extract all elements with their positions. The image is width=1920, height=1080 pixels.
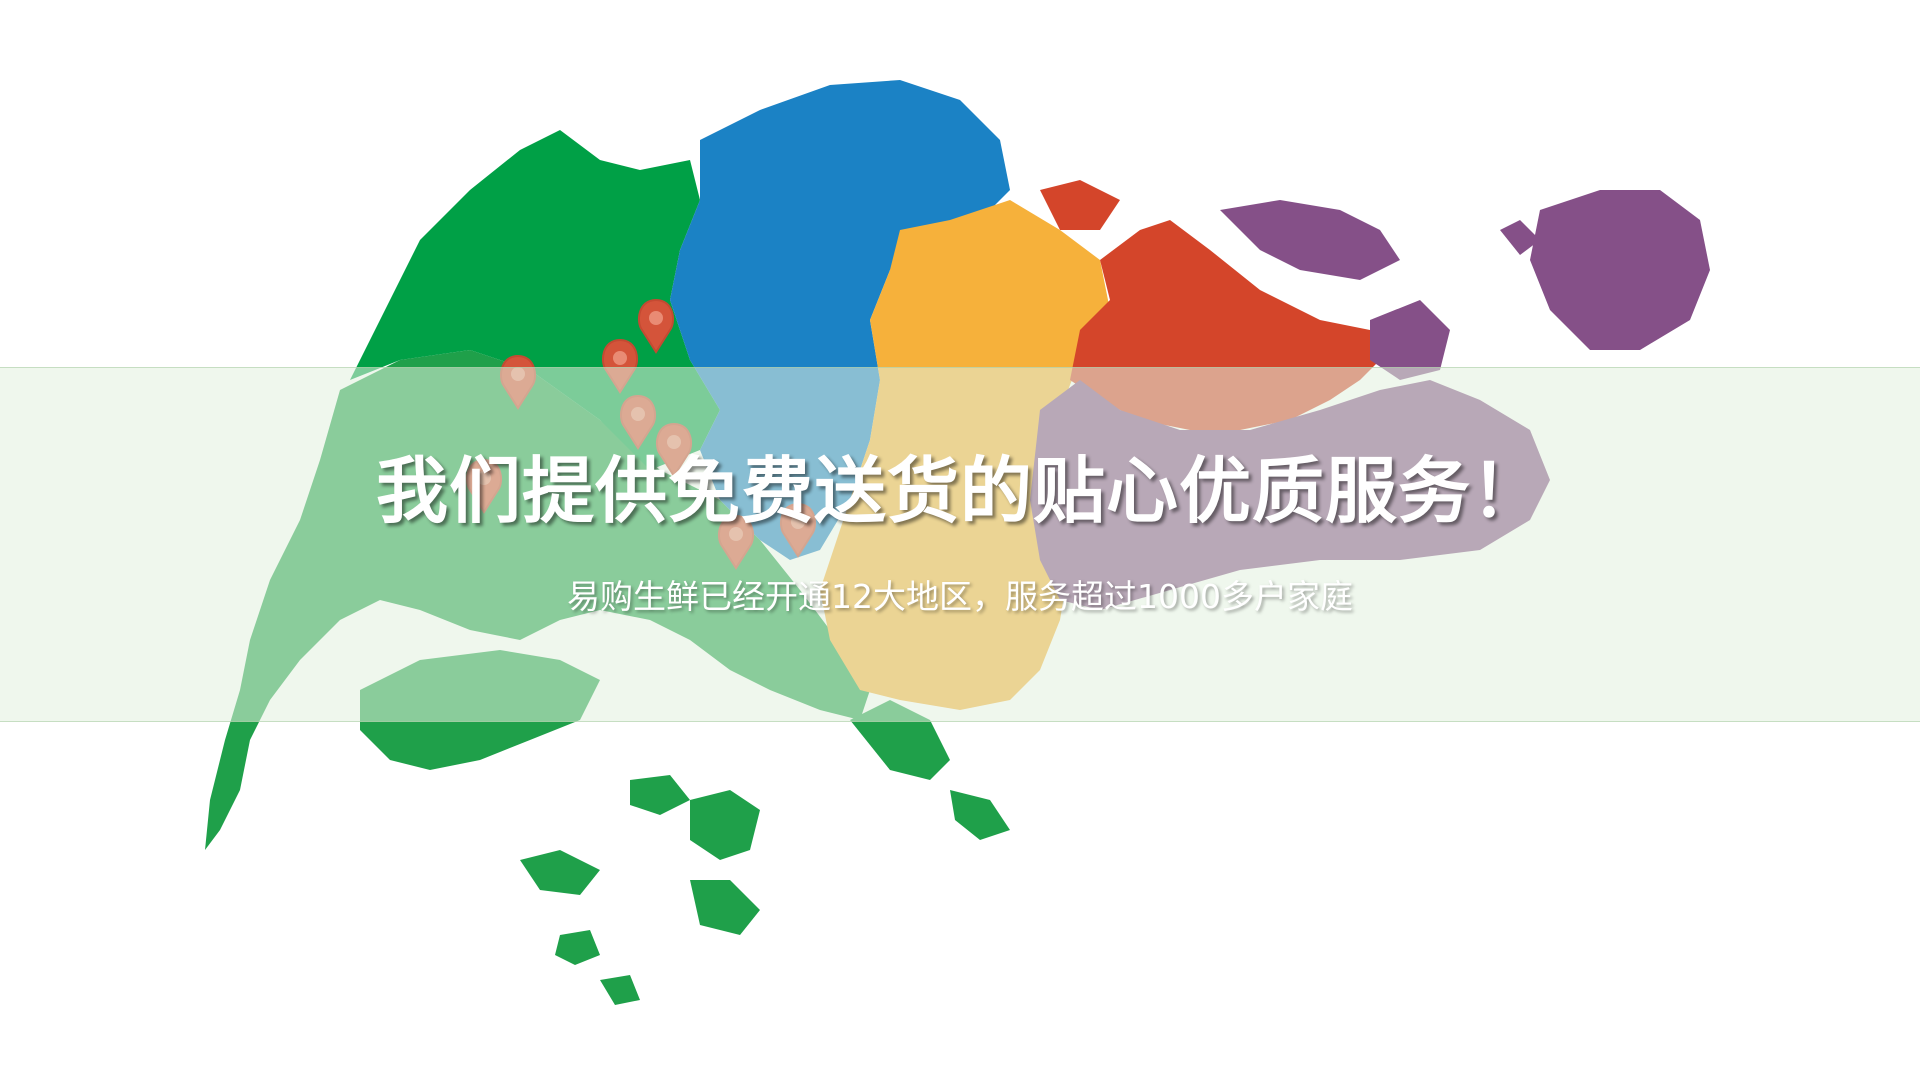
west-island-small-5 [555,930,600,965]
location-pin-icon[interactable] [638,298,674,354]
west-island-small-3 [630,775,690,815]
changi-tip [1370,300,1450,380]
south-island-east [950,790,1010,840]
page-title: 我们提供免费送货的贴心优质服务！ [375,449,1544,533]
page-subtitle: 易购生鲜已经开通12大地区，服务超过1000多户家庭 [567,577,1353,616]
west-island-small [520,850,600,895]
pulau-tekong [1530,190,1710,350]
pulau-ubin [1220,200,1400,280]
east-islet [1500,220,1540,255]
west-island-small-4 [690,880,760,935]
headline-band [0,367,1920,722]
west-island-small-6 [600,975,640,1005]
west-island-small-2 [690,790,760,860]
east-orange-islet [1040,180,1120,230]
